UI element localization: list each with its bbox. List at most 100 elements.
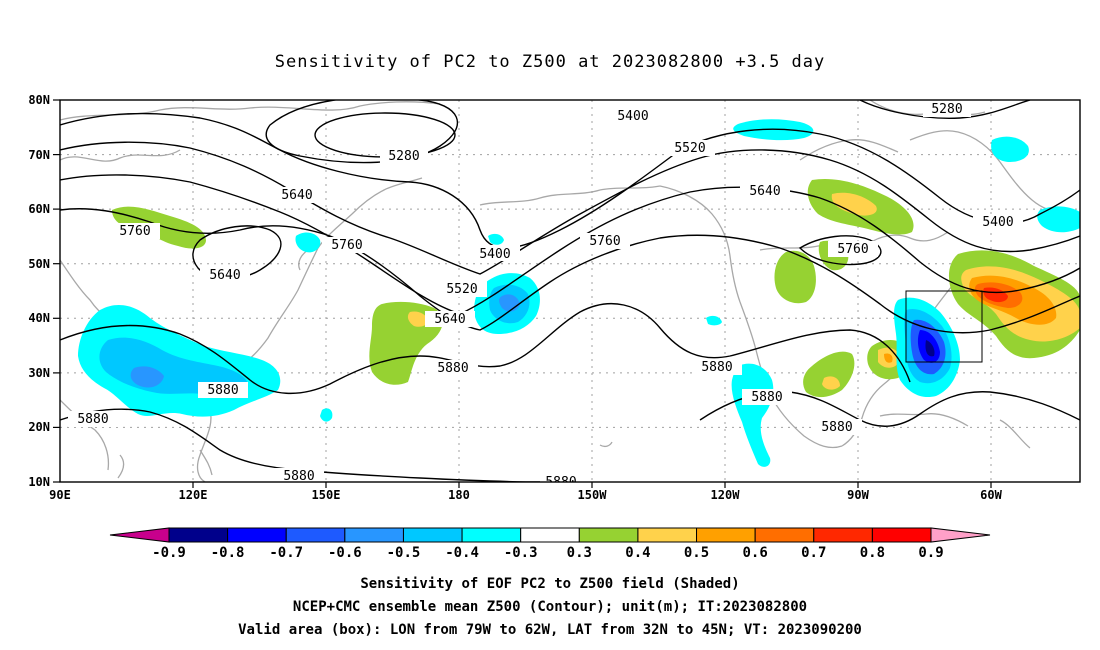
valid-area-box bbox=[905, 290, 983, 363]
colorbar-segments bbox=[168, 527, 932, 543]
contour-label-5880-pacific: 5880 bbox=[437, 361, 468, 376]
colorbar: -0.9 -0.8 -0.7 -0.6 -0.5 -0.4 -0.3 0.3 0.4 0.5 0.6… bbox=[109, 527, 991, 561]
positive-patch-aleutian-core bbox=[407, 311, 428, 327]
contour-label-5880-tropics: 5880 bbox=[283, 469, 314, 484]
contour-label-5880-caribbean: 5880 bbox=[821, 420, 852, 435]
lat-label-10n: 10N bbox=[28, 475, 50, 489]
colorbar-label: -0.9 bbox=[152, 545, 186, 561]
colorbar-label: 0.7 bbox=[801, 545, 826, 561]
contour-5400-a bbox=[265, 100, 459, 164]
colorbar-segment bbox=[344, 527, 404, 543]
figure-title: Sensitivity of PC2 to Z500 at 2023082800… bbox=[275, 52, 826, 72]
contour-label-5520-alaska: 5520 bbox=[674, 141, 705, 156]
colorbar-label: 0.8 bbox=[860, 545, 885, 561]
negative-patch-china-core bbox=[130, 366, 164, 388]
colorbar-label: 0.3 bbox=[567, 545, 592, 561]
colorbar-segment bbox=[168, 527, 229, 543]
positive-patch-hudson-core bbox=[831, 192, 877, 216]
colorbar-label: 0.9 bbox=[918, 545, 943, 561]
lat-ticks bbox=[53, 99, 60, 483]
contour-label-5640-siberia: 5640 bbox=[281, 188, 312, 203]
colorbar-segment bbox=[637, 527, 698, 543]
negative-patch-aleutian-west bbox=[488, 233, 504, 245]
latitude-labels: 80N 70N 60N 50N 40N 30N 20N 10N bbox=[28, 93, 50, 489]
contour-label-5880-southchina: 5880 bbox=[77, 412, 108, 427]
lon-label-60w: 60W bbox=[980, 488, 1002, 502]
colorbar-label: -0.4 bbox=[445, 545, 479, 561]
map-panel: 5280 5280 5400 5400 5400 5520 5520 5640 … bbox=[60, 100, 1080, 490]
contour-5640-a bbox=[60, 174, 1080, 315]
longitude-labels: 90E 120E 150E 180 150W 120W 90W 60W bbox=[49, 488, 1002, 502]
lon-label-150w: 150W bbox=[578, 488, 608, 502]
negative-patch-bermuda-max bbox=[925, 340, 935, 357]
colorbar-segment bbox=[578, 527, 639, 543]
colorbar-segment bbox=[227, 527, 287, 543]
lat-label-40n: 40N bbox=[28, 311, 50, 325]
contour-5280-ne bbox=[859, 100, 1031, 119]
footer-line-1: Sensitivity of EOF PC2 to Z500 field (Sh… bbox=[360, 576, 739, 592]
colorbar-label: 0.6 bbox=[743, 545, 768, 561]
colorbar-labels: -0.9 -0.8 -0.7 -0.6 -0.5 -0.4 -0.3 0.3 0.4 0.5 0.6… bbox=[152, 545, 944, 561]
contour-label-5280-pacific: 5280 bbox=[388, 149, 419, 164]
colorbar-label: 0.4 bbox=[625, 545, 650, 561]
contour-label-5760-usa: 5760 bbox=[837, 242, 868, 257]
contour-label-5520-pacific: 5520 bbox=[446, 282, 477, 297]
contour-label-5880-edge: 5880 bbox=[545, 475, 576, 490]
contour-5760-a bbox=[60, 208, 1080, 334]
colorbar-label: -0.8 bbox=[211, 545, 245, 561]
lat-label-50n: 50N bbox=[28, 257, 50, 271]
contour-label-5400-aleutian: 5400 bbox=[479, 247, 510, 262]
contour-labels: 5280 5280 5400 5400 5400 5520 5520 5640 … bbox=[68, 101, 1023, 490]
lon-label-150e: 150E bbox=[312, 488, 341, 502]
footer-line-2: NCEP+CMC ensemble mean Z500 (Contour); u… bbox=[293, 599, 807, 615]
positive-patch-gulf-core bbox=[822, 376, 840, 390]
colorbar-max-triangle bbox=[930, 527, 991, 543]
lon-label-90w: 90W bbox=[847, 488, 869, 502]
lon-label-180: 180 bbox=[448, 488, 470, 502]
contour-label-5880-east-pacific: 5880 bbox=[701, 360, 732, 375]
contour-5880-b bbox=[60, 408, 541, 482]
contour-label-5640-pacific: 5640 bbox=[434, 312, 465, 327]
negative-patch-mexico bbox=[731, 363, 774, 467]
colorbar-segment bbox=[461, 527, 522, 543]
positive-patch-greatlakes bbox=[774, 250, 816, 304]
colorbar-segment bbox=[754, 527, 815, 543]
contour-5760-greenland bbox=[798, 235, 882, 266]
contour-label-5760-mongolia: 5760 bbox=[119, 224, 150, 239]
contour-label-5280-arctic: 5280 bbox=[931, 102, 962, 117]
contour-label-5400-pacific: 5400 bbox=[617, 109, 648, 124]
colorbar-min-triangle bbox=[109, 527, 170, 543]
contour-label-5760-japan: 5760 bbox=[331, 238, 362, 253]
lon-ticks bbox=[192, 482, 992, 488]
contour-label-5640-canada: 5640 bbox=[749, 184, 780, 199]
colorbar-label: -0.6 bbox=[328, 545, 362, 561]
contour-label-5880-mexico: 5880 bbox=[751, 390, 782, 405]
contour-label-5880-china: 5880 bbox=[207, 383, 238, 398]
positive-patch-gulf bbox=[803, 351, 855, 398]
contour-5400-b bbox=[60, 112, 1080, 249]
lon-label-120w: 120W bbox=[711, 488, 741, 502]
lat-label-80n: 80N bbox=[28, 93, 50, 107]
colorbar-segment bbox=[285, 527, 346, 543]
colorbar-label: 0.5 bbox=[684, 545, 709, 561]
colorbar-segment bbox=[402, 527, 463, 543]
positive-patch-atlantic-red bbox=[983, 287, 1008, 303]
negative-patch-hawaii bbox=[706, 315, 722, 326]
colorbar-label: -0.3 bbox=[504, 545, 538, 561]
colorbar-segment bbox=[871, 527, 932, 543]
z500-contours bbox=[60, 100, 1080, 482]
contour-5520-a bbox=[60, 141, 1080, 275]
colorbar-label: -0.5 bbox=[387, 545, 421, 561]
sensitivity-shading bbox=[78, 119, 1080, 467]
footer-line-3: Valid area (box): LON from 79W to 62W, L… bbox=[238, 622, 862, 638]
colorbar-label: -0.7 bbox=[269, 545, 303, 561]
contour-label-5400-atlantic: 5400 bbox=[982, 215, 1013, 230]
negative-patch-east-atlantic bbox=[1037, 206, 1080, 233]
map-frame bbox=[59, 99, 1081, 483]
lat-label-20n: 20N bbox=[28, 420, 50, 434]
negative-patch-greenland bbox=[991, 136, 1029, 162]
lat-label-70n: 70N bbox=[28, 148, 50, 162]
lat-label-30n: 30N bbox=[28, 366, 50, 380]
negative-patch-baja bbox=[320, 408, 333, 422]
